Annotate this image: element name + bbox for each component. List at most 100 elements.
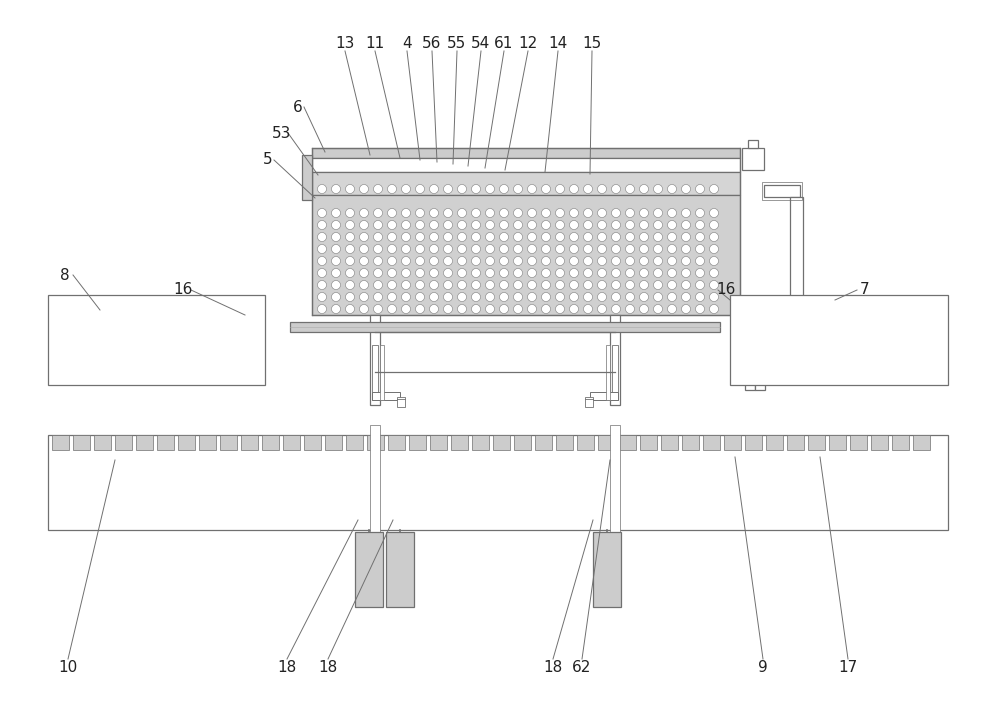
Bar [766,435,783,450]
Circle shape [696,305,704,313]
Circle shape [598,292,606,302]
Circle shape [318,245,326,254]
Bar [430,435,447,450]
Circle shape [528,232,536,242]
Circle shape [430,209,438,217]
Circle shape [654,184,662,194]
Bar [346,435,363,450]
Circle shape [668,292,676,302]
Bar [262,435,279,450]
Circle shape [640,269,648,277]
Circle shape [374,232,382,242]
Circle shape [346,269,354,277]
Circle shape [388,184,396,194]
Bar [302,155,312,200]
Circle shape [332,280,340,290]
Bar [682,435,699,450]
Circle shape [584,220,592,230]
Bar [787,435,804,450]
Text: 13: 13 [335,36,355,51]
Circle shape [416,232,424,242]
Circle shape [682,257,690,265]
Bar [136,435,153,450]
Circle shape [668,232,676,242]
Circle shape [640,232,648,242]
Bar [48,295,265,385]
Circle shape [472,292,480,302]
Circle shape [626,305,635,313]
Circle shape [598,269,606,277]
Circle shape [626,257,635,265]
Text: 5: 5 [263,152,273,167]
Bar [808,435,825,450]
Circle shape [584,245,592,254]
Circle shape [556,245,564,254]
Circle shape [570,209,578,217]
Circle shape [486,220,494,230]
Circle shape [360,245,368,254]
Bar [514,435,531,450]
Circle shape [612,209,620,217]
Bar [535,435,552,450]
Circle shape [542,257,550,265]
Circle shape [444,245,452,254]
Bar [451,435,468,450]
Bar [157,435,174,450]
Circle shape [626,245,635,254]
Circle shape [514,209,522,217]
Bar [610,425,620,540]
Circle shape [500,292,509,302]
Circle shape [388,232,396,242]
Circle shape [360,257,368,265]
Circle shape [500,257,509,265]
Circle shape [612,305,620,313]
Text: 18: 18 [277,659,297,674]
Circle shape [444,305,452,313]
Bar [724,435,741,450]
Circle shape [346,220,354,230]
Circle shape [640,184,648,194]
Circle shape [570,232,578,242]
Circle shape [416,292,424,302]
Bar [871,435,888,450]
Circle shape [696,184,704,194]
Circle shape [360,292,368,302]
Circle shape [682,232,690,242]
Circle shape [416,220,424,230]
Circle shape [402,232,411,242]
Circle shape [668,184,676,194]
Bar [178,435,195,450]
Bar [742,148,764,170]
Circle shape [388,280,396,290]
Circle shape [710,292,718,302]
Circle shape [486,245,494,254]
Circle shape [584,280,592,290]
Circle shape [416,257,424,265]
Circle shape [626,232,635,242]
Circle shape [528,280,536,290]
Text: 7: 7 [860,282,870,297]
Circle shape [598,220,606,230]
Circle shape [374,292,382,302]
Circle shape [374,209,382,217]
Circle shape [710,245,718,254]
Circle shape [654,209,662,217]
Bar [199,435,216,450]
Circle shape [346,305,354,313]
Circle shape [584,292,592,302]
Circle shape [528,245,536,254]
Circle shape [346,245,354,254]
Circle shape [570,292,578,302]
Circle shape [710,269,718,277]
Circle shape [598,184,606,194]
Circle shape [444,257,452,265]
Circle shape [388,269,396,277]
Circle shape [472,257,480,265]
Bar [472,435,489,450]
Circle shape [654,269,662,277]
Bar [94,435,111,450]
Circle shape [710,220,718,230]
Circle shape [444,292,452,302]
Circle shape [640,220,648,230]
Circle shape [514,245,522,254]
